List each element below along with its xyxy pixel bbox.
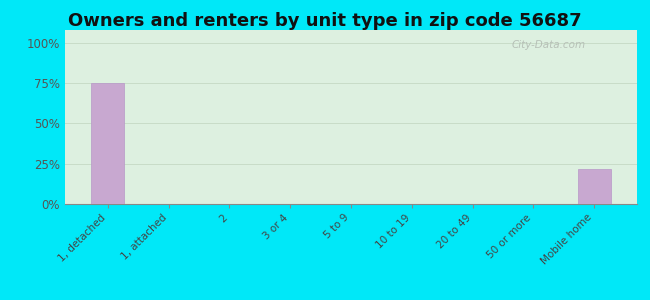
- Bar: [91, 83, 124, 204]
- Text: City-Data.com: City-Data.com: [511, 40, 585, 50]
- Text: Owners and renters by unit type in zip code 56687: Owners and renters by unit type in zip c…: [68, 12, 582, 30]
- Bar: [578, 169, 611, 204]
